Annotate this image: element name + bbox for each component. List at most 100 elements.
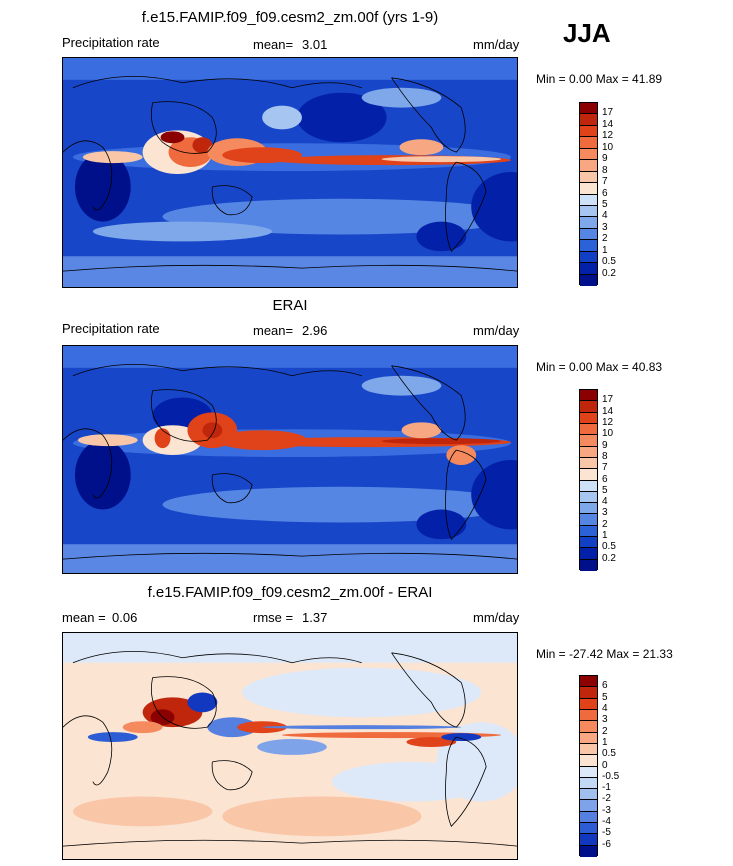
colorbar-tick-label: 9 bbox=[602, 439, 608, 451]
colorbar-tick-label: 10 bbox=[602, 141, 614, 153]
colorbar-swatch bbox=[580, 125, 597, 138]
colorbar-tick-label: 2 bbox=[602, 518, 608, 530]
colorbar-tick-label: 17 bbox=[602, 107, 614, 119]
panel3-rmse-label: rmse = bbox=[253, 610, 294, 625]
colorbar-tick-label: 9 bbox=[602, 153, 608, 165]
colorbar-tick-label: 0.5 bbox=[602, 541, 616, 553]
colorbar-swatch bbox=[580, 194, 597, 206]
colorbar-tick-label: 0.5 bbox=[602, 748, 616, 760]
panel2-title: ERAI bbox=[272, 297, 308, 314]
panel3-mean-label: mean = bbox=[62, 610, 106, 625]
colorbar-swatch bbox=[580, 709, 597, 722]
colorbar-swatch bbox=[580, 228, 597, 241]
colorbar-tick-label: 12 bbox=[602, 416, 614, 428]
colorbar-swatch bbox=[580, 205, 597, 218]
colorbar-tick-label: 12 bbox=[602, 130, 614, 142]
colorbar-tick-label: 0 bbox=[602, 759, 608, 771]
colorbar-tick-label: -3 bbox=[602, 804, 611, 816]
colorbar-swatch bbox=[580, 514, 597, 526]
panel1-minmax: Min = 0.00 Max = 41.89 bbox=[536, 72, 663, 86]
colorbar-swatch bbox=[580, 777, 597, 790]
colorbar-swatch bbox=[580, 480, 597, 492]
panel3-title: f.e15.FAMIP.f09_f09.cesm2_zm.00f - ERAI bbox=[147, 584, 433, 601]
colorbar-tick-label: 3 bbox=[602, 221, 608, 233]
colorbar-tick-label: 2 bbox=[602, 233, 608, 245]
season-label: JJA bbox=[563, 18, 611, 48]
colorbar-tick-label: 10 bbox=[602, 428, 614, 440]
colorbar-tick-label: 5 bbox=[602, 198, 608, 210]
colorbar-swatch bbox=[580, 687, 597, 699]
colorbar-tick-label: 1 bbox=[602, 736, 608, 748]
colorbar-swatch bbox=[580, 217, 597, 229]
colorbar-swatch bbox=[580, 537, 597, 549]
colorbar-tick-label: 6 bbox=[602, 680, 608, 692]
colorbar-tick-label: 7 bbox=[602, 176, 608, 188]
colorbar-tick-label: 8 bbox=[602, 164, 608, 176]
colorbar-swatch bbox=[580, 137, 597, 149]
colorbar-swatch bbox=[580, 834, 597, 846]
colorbar-swatch bbox=[580, 732, 597, 744]
panel1-mean-label: mean= bbox=[253, 37, 294, 52]
colorbar-swatch bbox=[580, 446, 597, 458]
colorbar-swatch bbox=[580, 766, 597, 778]
panel3-map-svg bbox=[63, 633, 517, 859]
panel3-units: mm/day bbox=[473, 610, 520, 625]
panel2-mean-value: 2.96 bbox=[302, 323, 328, 338]
colorbar-tick-label: 4 bbox=[602, 210, 608, 222]
colorbar-swatch bbox=[580, 435, 597, 447]
colorbar-tick-label: 1 bbox=[602, 530, 608, 542]
colorbar-tick-label: 3 bbox=[602, 714, 608, 726]
panel2-map-svg bbox=[63, 346, 517, 573]
colorbar-swatch bbox=[580, 811, 597, 824]
colorbar-swatch bbox=[580, 743, 597, 756]
colorbar-swatch bbox=[580, 401, 597, 413]
colorbar-swatch bbox=[580, 698, 597, 710]
colorbar-tick-label: -5 bbox=[602, 827, 611, 839]
colorbar-swatch bbox=[580, 503, 597, 515]
colorbar-swatch bbox=[580, 183, 597, 195]
panel1-title: f.e15.FAMIP.f09_f09.cesm2_zm.00f (yrs 1-… bbox=[141, 9, 439, 26]
colorbar-swatch bbox=[580, 548, 597, 560]
colorbar-swatch bbox=[580, 240, 597, 252]
colorbar-tick-label: 0.2 bbox=[602, 552, 616, 564]
colorbar-swatch bbox=[580, 755, 597, 767]
colorbar-swatch bbox=[580, 263, 597, 275]
colorbar-tick-label: -0.5 bbox=[602, 770, 620, 782]
colorbar-tick-label: 3 bbox=[602, 507, 608, 519]
panel2-mean-label: mean= bbox=[253, 323, 294, 338]
panel1-map-svg bbox=[63, 58, 517, 287]
colorbar-swatch bbox=[580, 251, 597, 264]
colorbar-swatch bbox=[580, 676, 597, 688]
colorbar-swatch bbox=[580, 148, 597, 161]
colorbar-tick-label: -2 bbox=[602, 793, 611, 805]
colorbar-tick-label: -6 bbox=[602, 838, 611, 850]
panel1-colorbar bbox=[579, 102, 598, 286]
colorbar-swatch bbox=[580, 412, 597, 424]
panel2-colorbar bbox=[579, 389, 598, 571]
colorbar-swatch bbox=[580, 423, 597, 436]
panel2-units: mm/day bbox=[473, 323, 520, 338]
colorbar-tick-label: 2 bbox=[602, 725, 608, 737]
panel3-minmax: Min = -27.42 Max = 21.33 bbox=[536, 647, 673, 661]
panel2-variable-label: Precipitation rate bbox=[62, 321, 160, 336]
panel2-minmax: Min = 0.00 Max = 40.83 bbox=[536, 360, 663, 374]
colorbar-tick-label: 8 bbox=[602, 450, 608, 462]
colorbar-swatch bbox=[580, 114, 597, 126]
panel3-rmse-value: 1.37 bbox=[302, 610, 328, 625]
colorbar-tick-label: 0.5 bbox=[602, 256, 616, 268]
colorbar-swatch bbox=[580, 160, 597, 172]
colorbar-swatch bbox=[580, 491, 597, 504]
colorbar-swatch bbox=[580, 103, 597, 115]
colorbar-tick-label: 0.2 bbox=[602, 267, 616, 279]
colorbar-swatch bbox=[580, 457, 597, 470]
colorbar-swatch bbox=[580, 845, 597, 857]
colorbar-tick-label: 17 bbox=[602, 394, 614, 406]
colorbar-swatch bbox=[580, 274, 597, 286]
colorbar-tick-label: 4 bbox=[602, 496, 608, 508]
panel1-variable-label: Precipitation rate bbox=[62, 35, 160, 50]
colorbar-swatch bbox=[580, 390, 597, 402]
colorbar-tick-label: 1 bbox=[602, 244, 608, 256]
panel1-mean-value: 3.01 bbox=[302, 37, 328, 52]
panel3-map bbox=[62, 632, 518, 860]
colorbar-swatch bbox=[580, 823, 597, 835]
